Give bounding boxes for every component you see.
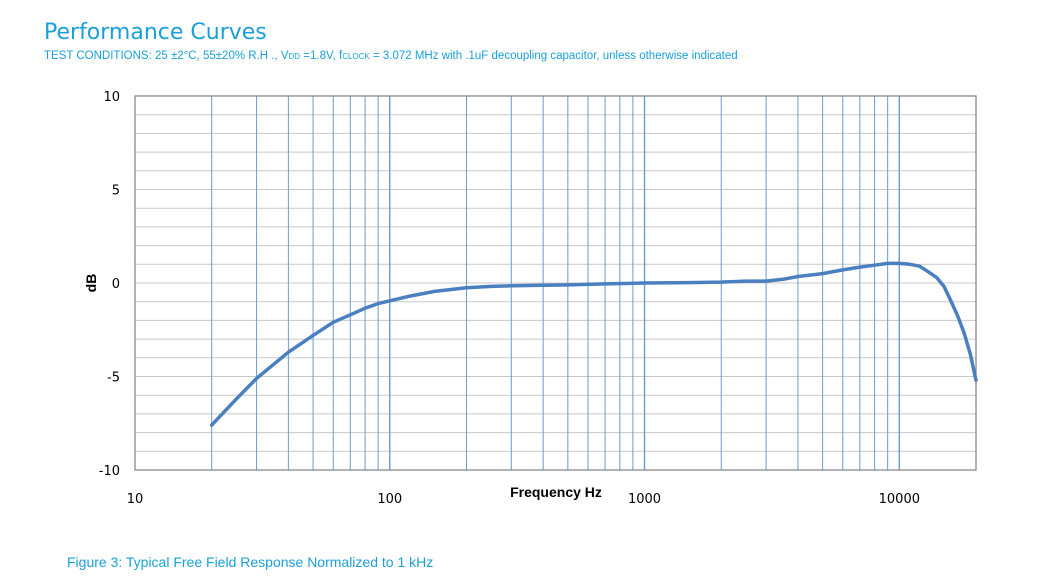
test-conditions: TEST CONDITIONS: 25 ±2°C, 55±20% R.H ., …	[44, 50, 738, 62]
test-conditions-part: DD	[288, 52, 301, 61]
response-curve	[209, 261, 978, 427]
test-conditions-part: TEST CONDITIONS: 25 ±2°C, 55±20% R.H ., …	[44, 50, 289, 62]
y-tick-label: 5	[112, 184, 120, 199]
x-tick-label: 10	[127, 492, 144, 507]
y-tick-label: 0	[112, 277, 120, 292]
frequency-response-chart: 10 5 0 -5 -10 10 100 1000 10000 Frequency Hz dB	[83, 90, 978, 507]
x-tick-label: 10000	[879, 492, 920, 507]
x-tick-label: 100	[377, 492, 402, 507]
series-layer	[209, 261, 978, 427]
plot-frame	[134, 95, 977, 471]
page-title: Performance Curves	[44, 20, 267, 45]
y-tick-labels: 10 5 0 -5 -10	[99, 90, 120, 479]
horizontal-gridlines	[135, 114, 976, 452]
x-axis-label: Frequency Hz	[510, 484, 602, 500]
figure-caption: Figure 3: Typical Free Field Response No…	[67, 554, 434, 570]
y-tick-label: -5	[107, 371, 120, 386]
y-tick-label: 10	[103, 90, 120, 105]
test-conditions-part: CLOCK	[342, 52, 370, 61]
y-axis-label: dB	[83, 274, 99, 293]
x-tick-labels: 10 100 1000 10000	[127, 492, 920, 507]
test-conditions-part: =1.8V, f	[300, 50, 343, 62]
x-tick-label: 1000	[628, 492, 661, 507]
test-conditions-part: = 3.072 MHz with .1uF decoupling capacit…	[369, 50, 738, 62]
y-tick-label: -10	[99, 464, 120, 479]
